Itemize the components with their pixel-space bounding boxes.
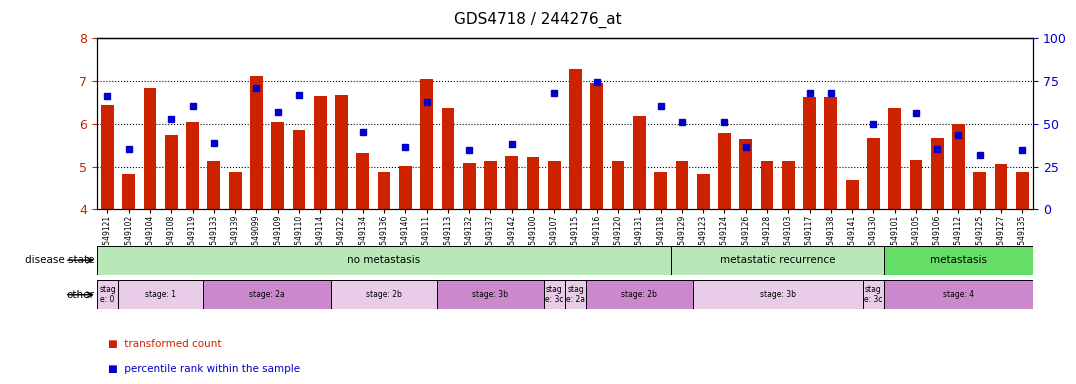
Text: stage: 1: stage: 1	[145, 290, 176, 299]
Bar	[526, 157, 539, 209]
Bar	[441, 108, 454, 209]
Bar	[144, 88, 156, 209]
Text: disease state: disease state	[25, 255, 95, 265]
Bar	[931, 137, 944, 209]
Bar	[974, 172, 987, 209]
Bar	[952, 124, 965, 209]
Bar	[123, 174, 136, 209]
Bar	[331, 280, 437, 309]
Bar	[863, 280, 884, 309]
Bar	[165, 134, 178, 209]
Bar	[208, 161, 221, 209]
Bar	[250, 76, 263, 209]
Bar	[97, 246, 671, 275]
Bar	[203, 280, 331, 309]
Bar	[693, 280, 863, 309]
Text: ■  percentile rank within the sample: ■ percentile rank within the sample	[108, 364, 300, 374]
Bar	[463, 163, 476, 209]
Bar	[565, 280, 586, 309]
Bar	[186, 122, 199, 209]
Bar	[399, 166, 412, 209]
Bar	[484, 161, 497, 209]
Text: stag
e: 3c: stag e: 3c	[546, 285, 564, 305]
Text: stage: 4: stage: 4	[943, 290, 974, 299]
Bar	[867, 137, 880, 209]
Bar	[335, 95, 348, 209]
Bar	[889, 108, 901, 209]
Bar	[846, 180, 859, 209]
Bar	[782, 161, 795, 209]
Bar	[884, 280, 1033, 309]
Bar	[884, 246, 1033, 275]
Bar	[994, 164, 1007, 209]
Text: stag
e: 0: stag e: 0	[99, 285, 116, 305]
Text: other: other	[67, 290, 95, 300]
Bar	[569, 69, 582, 209]
Bar	[97, 280, 118, 309]
Bar	[633, 116, 646, 209]
Bar	[824, 98, 837, 209]
Bar	[697, 174, 709, 209]
Text: stage: 2b: stage: 2b	[622, 290, 657, 299]
Bar	[654, 172, 667, 209]
Bar	[437, 280, 543, 309]
Bar	[586, 280, 693, 309]
Bar	[611, 161, 624, 209]
Bar	[229, 172, 241, 209]
Text: stag
e: 2a: stag e: 2a	[566, 285, 585, 305]
Bar	[543, 280, 565, 309]
Text: no metastasis: no metastasis	[348, 255, 421, 265]
Bar	[378, 172, 391, 209]
Bar	[1016, 172, 1029, 209]
Text: metastasis: metastasis	[930, 255, 987, 265]
Bar	[314, 96, 327, 209]
Bar	[101, 104, 114, 209]
Text: stage: 2a: stage: 2a	[250, 290, 285, 299]
Bar	[909, 160, 922, 209]
Bar	[591, 83, 604, 209]
Bar	[671, 246, 884, 275]
Bar	[676, 161, 689, 209]
Bar	[548, 161, 561, 209]
Text: ■  transformed count: ■ transformed count	[108, 339, 221, 349]
Bar	[803, 98, 816, 209]
Text: stage: 2b: stage: 2b	[366, 290, 402, 299]
Bar	[271, 122, 284, 209]
Bar	[356, 153, 369, 209]
Bar	[421, 79, 433, 209]
Bar	[739, 139, 752, 209]
Text: stage: 3b: stage: 3b	[760, 290, 795, 299]
Bar	[761, 161, 774, 209]
Bar	[293, 130, 306, 209]
Bar	[118, 280, 203, 309]
Text: stage: 3b: stage: 3b	[472, 290, 509, 299]
Bar	[506, 156, 519, 209]
Text: GDS4718 / 244276_at: GDS4718 / 244276_at	[454, 12, 622, 28]
Text: stag
e: 3c: stag e: 3c	[864, 285, 882, 305]
Text: metastatic recurrence: metastatic recurrence	[720, 255, 835, 265]
Bar	[718, 133, 731, 209]
